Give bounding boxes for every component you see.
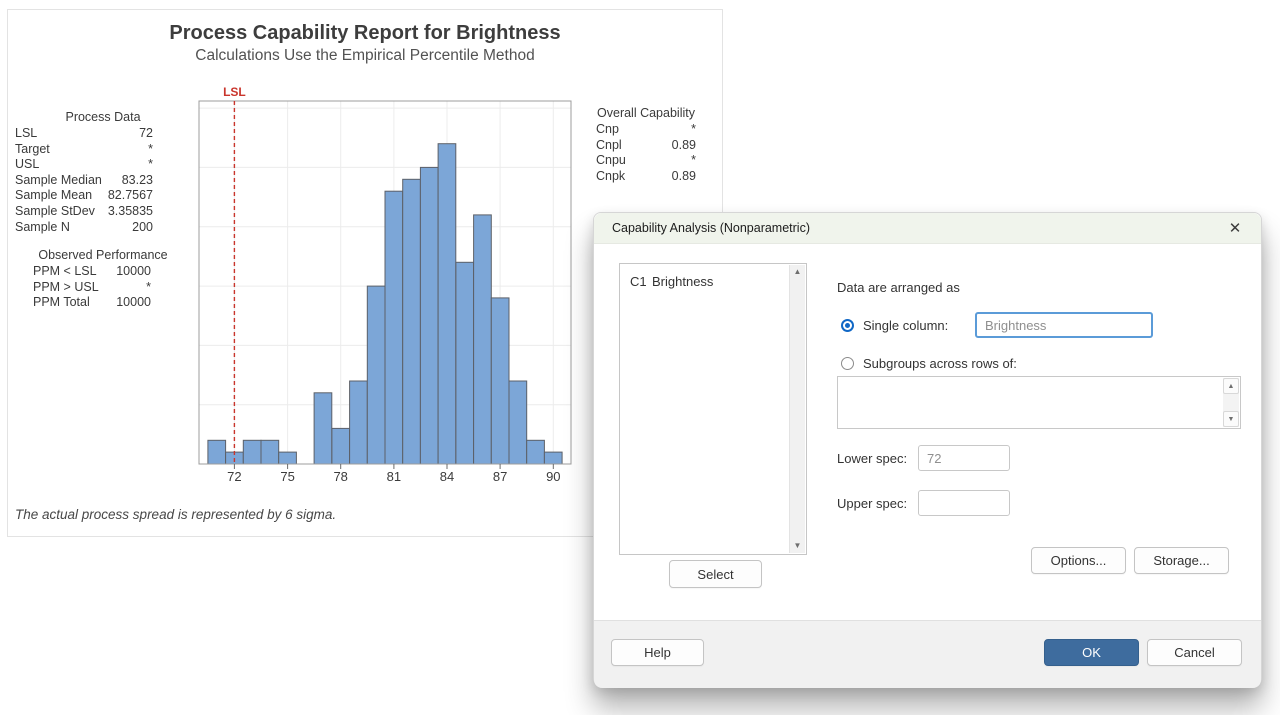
stat-row: Sample Mean 82.7567 [15, 188, 191, 204]
report-footnote: The actual process spread is represented… [15, 507, 336, 522]
stat-value: * [691, 153, 696, 169]
stat-row: PPM > USL * [15, 280, 191, 296]
stat-value: 72 [139, 126, 153, 142]
scroll-down-icon[interactable]: ▼ [1223, 411, 1239, 427]
help-button[interactable]: Help [611, 639, 704, 666]
subgroups-option[interactable]: Subgroups across rows of: [841, 356, 1017, 371]
single-column-option[interactable]: Single column: [841, 318, 948, 333]
stat-value: * [148, 157, 153, 173]
cancel-button[interactable]: Cancel [1147, 639, 1242, 666]
stat-label: Sample Median [15, 173, 102, 189]
stat-row: Target * [15, 142, 191, 158]
svg-text:78: 78 [333, 469, 347, 484]
storage-button[interactable]: Storage... [1134, 547, 1229, 574]
process-data-section: Process Data LSL 72 Target * USL * Sample M… [15, 109, 191, 311]
stat-row: Sample StDev 3.35835 [15, 204, 191, 220]
stat-label: Cnp [596, 122, 619, 138]
columns-listbox[interactable]: C1 Brightness ▲ ▼ [619, 263, 807, 555]
stat-value: 10000 [116, 295, 151, 311]
column-name: Brightness [652, 274, 713, 289]
stat-row: Cnp * [596, 122, 696, 138]
stat-value: 82.7567 [108, 188, 153, 204]
stat-label: LSL [15, 126, 37, 142]
svg-text:LSL: LSL [223, 85, 246, 99]
single-column-radio[interactable] [841, 319, 854, 332]
stat-label: PPM < LSL [33, 264, 97, 280]
close-icon[interactable]: ✕ [1221, 213, 1249, 243]
stat-row: Sample Median 83.23 [15, 173, 191, 189]
svg-text:84: 84 [440, 469, 454, 484]
stat-row: PPM Total 10000 [15, 295, 191, 311]
upper-spec-label: Upper spec: [837, 496, 907, 511]
single-column-label[interactable]: Single column: [863, 318, 948, 333]
observed-performance-section: Observed Performance PPM < LSL 10000 PPM … [15, 247, 191, 311]
stat-label: Sample StDev [15, 204, 95, 220]
stat-label: Cnpu [596, 153, 626, 169]
dialog-footer: Help OK Cancel [594, 620, 1261, 688]
column-id: C1 [630, 274, 652, 289]
stat-row: USL * [15, 157, 191, 173]
scroll-up-icon[interactable]: ▲ [1223, 378, 1239, 394]
dialog-titlebar[interactable]: Capability Analysis (Nonparametric) [594, 213, 1261, 244]
process-data-title: Process Data [15, 109, 191, 125]
lower-spec-input[interactable] [918, 445, 1010, 471]
stat-label: PPM Total [33, 295, 90, 311]
stat-row: Cnpk 0.89 [596, 169, 696, 185]
stat-row: Sample N 200 [15, 220, 191, 236]
stat-label: USL [15, 157, 39, 173]
options-button[interactable]: Options... [1031, 547, 1126, 574]
select-button[interactable]: Select [669, 560, 762, 588]
capability-analysis-dialog: Capability Analysis (Nonparametric) ✕ C1… [593, 212, 1262, 686]
svg-text:81: 81 [387, 469, 401, 484]
stat-row: LSL 72 [15, 126, 191, 142]
subgroups-radio[interactable] [841, 357, 854, 370]
svg-text:75: 75 [280, 469, 294, 484]
svg-text:90: 90 [546, 469, 560, 484]
stat-value: * [148, 142, 153, 158]
stat-label: Sample N [15, 220, 70, 236]
stat-label: Target [15, 142, 50, 158]
subgroups-rows-box[interactable]: ▲ ▼ [837, 376, 1241, 429]
stat-value: 0.89 [672, 138, 696, 154]
list-item[interactable]: C1 Brightness [620, 264, 806, 289]
lower-spec-label: Lower spec: [837, 451, 907, 466]
stat-label: Sample Mean [15, 188, 92, 204]
stat-label: PPM > USL [33, 280, 99, 296]
stat-row: Cnpl 0.89 [596, 138, 696, 154]
stat-value: 200 [132, 220, 153, 236]
single-column-input[interactable] [975, 312, 1153, 338]
subgroups-box-scrollbar[interactable]: ▲ ▼ [1223, 378, 1239, 427]
listbox-scrollbar[interactable]: ▲ ▼ [789, 265, 805, 553]
scroll-up-icon[interactable]: ▲ [794, 265, 802, 279]
observed-performance-title: Observed Performance [15, 247, 191, 263]
stat-label: Cnpl [596, 138, 622, 154]
scroll-down-icon[interactable]: ▼ [794, 539, 802, 553]
svg-text:87: 87 [493, 469, 507, 484]
svg-text:72: 72 [227, 469, 241, 484]
ok-button[interactable]: OK [1044, 639, 1139, 666]
stat-row: PPM < LSL 10000 [15, 264, 191, 280]
stat-value: 3.35835 [108, 204, 153, 220]
stat-value: 0.89 [672, 169, 696, 185]
stat-value: * [691, 122, 696, 138]
stat-value: * [146, 280, 151, 296]
stat-row: Cnpu * [596, 153, 696, 169]
stat-label: Cnpk [596, 169, 625, 185]
overall-capability-title: Overall Capability [596, 105, 696, 121]
upper-spec-input[interactable] [918, 490, 1010, 516]
overall-capability-section: Overall Capability Cnp * Cnpl 0.89 Cnpu * C… [596, 105, 696, 184]
stat-value: 10000 [116, 264, 151, 280]
stat-value: 83.23 [122, 173, 153, 189]
data-arranged-label: Data are arranged as [837, 280, 960, 295]
subgroups-label[interactable]: Subgroups across rows of: [863, 356, 1017, 371]
dialog-title: Capability Analysis (Nonparametric) [612, 221, 810, 235]
